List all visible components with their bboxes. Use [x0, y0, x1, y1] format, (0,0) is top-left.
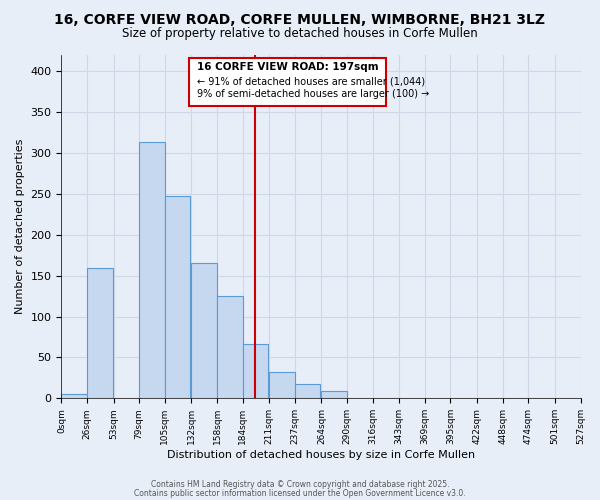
Bar — [322, 391, 347, 398]
Text: 16, CORFE VIEW ROAD, CORFE MULLEN, WIMBORNE, BH21 3LZ: 16, CORFE VIEW ROAD, CORFE MULLEN, WIMBO… — [55, 12, 545, 26]
Text: ← 91% of detached houses are smaller (1,044): ← 91% of detached houses are smaller (1,… — [197, 76, 425, 86]
Bar — [165, 196, 190, 398]
FancyBboxPatch shape — [190, 58, 386, 106]
Bar — [217, 296, 242, 398]
Y-axis label: Number of detached properties: Number of detached properties — [15, 139, 25, 314]
Text: Contains HM Land Registry data © Crown copyright and database right 2025.: Contains HM Land Registry data © Crown c… — [151, 480, 449, 489]
Bar — [139, 142, 165, 398]
Text: Contains public sector information licensed under the Open Government Licence v3: Contains public sector information licen… — [134, 488, 466, 498]
Bar — [87, 268, 113, 398]
Bar — [295, 384, 320, 398]
Bar — [242, 344, 268, 398]
Text: 9% of semi-detached houses are larger (100) →: 9% of semi-detached houses are larger (1… — [197, 89, 430, 99]
Text: Size of property relative to detached houses in Corfe Mullen: Size of property relative to detached ho… — [122, 28, 478, 40]
Bar — [269, 372, 295, 398]
Bar — [191, 264, 217, 398]
Bar — [61, 394, 87, 398]
Text: 16 CORFE VIEW ROAD: 197sqm: 16 CORFE VIEW ROAD: 197sqm — [197, 62, 379, 72]
X-axis label: Distribution of detached houses by size in Corfe Mullen: Distribution of detached houses by size … — [167, 450, 475, 460]
